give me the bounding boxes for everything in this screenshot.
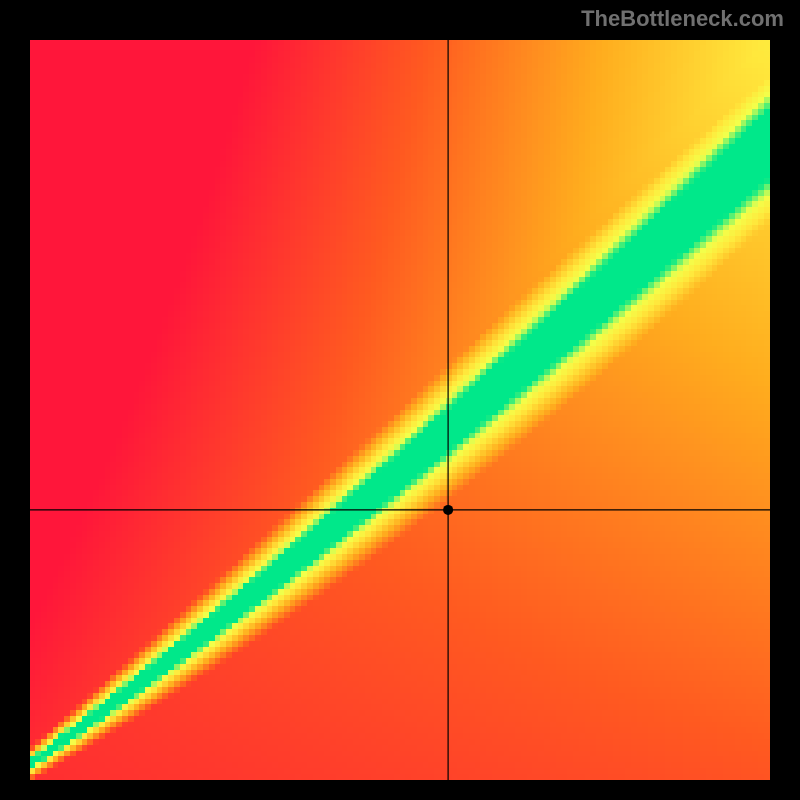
heatmap-canvas — [30, 40, 770, 780]
plot-area — [30, 40, 770, 780]
chart-container: TheBottleneck.com — [0, 0, 800, 800]
watermark-text: TheBottleneck.com — [581, 6, 784, 32]
